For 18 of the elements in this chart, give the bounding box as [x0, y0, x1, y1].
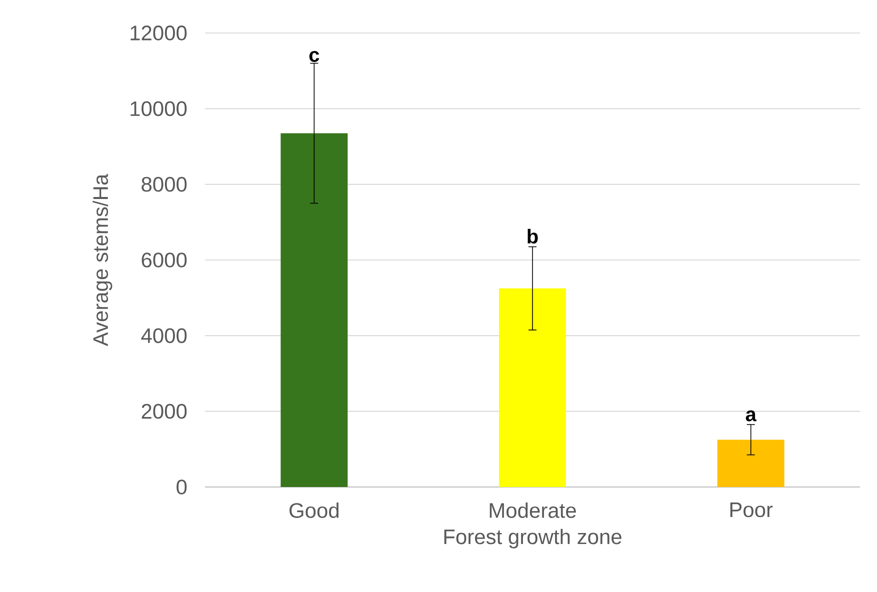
annotation: c [309, 51, 320, 62]
y-tick-label: 12000 [130, 26, 187, 40]
x-tick-label: Good [290, 502, 338, 518]
y-tick-label: 4000 [141, 328, 187, 344]
y-axis-title: Average stems/Ha [92, 174, 112, 346]
bar [717, 440, 784, 487]
y-tick-label: 6000 [142, 252, 187, 268]
x-axis-title: Forest growth zone [444, 528, 622, 548]
bar [280, 133, 348, 487]
x-tick-label: Poor [730, 502, 773, 518]
x-tick-label: Moderate [490, 502, 576, 518]
annotation: a [746, 410, 757, 422]
annotation: b [528, 228, 538, 244]
y-tick-label: 8000 [142, 176, 187, 192]
y-tick-label: 10000 [130, 101, 187, 116]
y-tick-label: 0 [176, 480, 187, 494]
bar [499, 288, 566, 487]
y-tick-label: 2000 [142, 404, 187, 419]
